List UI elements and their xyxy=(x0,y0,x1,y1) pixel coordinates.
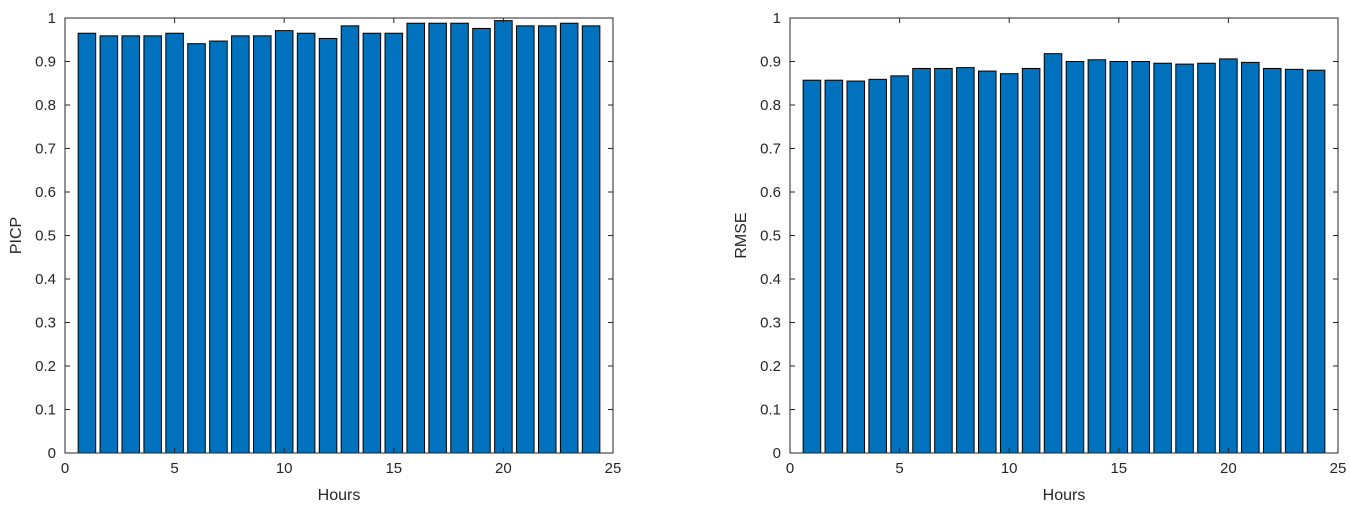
bar-hour-16 xyxy=(406,22,425,454)
bar-hour-16 xyxy=(1131,61,1150,454)
bar-hour-19 xyxy=(1197,62,1216,454)
bar-hour-12 xyxy=(318,37,338,454)
bar-hour-14 xyxy=(1087,59,1107,454)
x-tick-label: 15 xyxy=(385,460,402,477)
y-tick-label: 0.5 xyxy=(760,228,781,245)
bar-hour-20 xyxy=(494,20,513,454)
y-tick-label: 0 xyxy=(773,445,781,462)
bar-hour-8 xyxy=(956,67,975,454)
bar-hour-12 xyxy=(1043,53,1063,454)
x-axis-label: Hours xyxy=(1043,487,1086,504)
y-tick-label: 0.1 xyxy=(760,402,781,419)
y-tick-label: 0.7 xyxy=(760,141,781,158)
x-tick-label: 25 xyxy=(1330,460,1347,477)
x-tick-label: 20 xyxy=(495,460,512,477)
bar-hour-24 xyxy=(581,25,601,454)
y-axis-label: PICP xyxy=(8,217,25,254)
bar-hour-2 xyxy=(99,35,119,454)
x-axis-label: Hours xyxy=(318,487,361,504)
x-tick-label: 5 xyxy=(170,460,178,477)
x-tick-label: 10 xyxy=(1001,460,1018,477)
y-tick-label: 0.2 xyxy=(760,358,781,375)
bar-hour-10 xyxy=(274,30,294,454)
x-tick-label: 20 xyxy=(1220,460,1237,477)
bar-hour-5 xyxy=(890,75,909,454)
x-tick-label: 25 xyxy=(605,460,622,477)
picp-chart: 0 5 10 15 20 25 0 0.1 0.2 0.3 0.4 0.5 0.6 0.7 0.8 0.9 1 H… xyxy=(8,10,621,504)
y-tick-label: 0.3 xyxy=(35,315,56,332)
bar-hour-9 xyxy=(253,35,272,454)
y-tick-label: 0 xyxy=(48,445,56,462)
y-tick-label: 0.7 xyxy=(35,141,56,158)
bar-hour-1 xyxy=(802,79,822,454)
bar-hour-4 xyxy=(868,78,887,454)
bar-hour-20 xyxy=(1219,58,1238,454)
bar-hour-18 xyxy=(450,22,469,454)
bar-hour-19 xyxy=(472,27,491,454)
x-tick-label: 0 xyxy=(786,460,794,477)
x-tick-label: 15 xyxy=(1110,460,1127,477)
x-tick-label: 5 xyxy=(895,460,903,477)
y-tick-label: 0.1 xyxy=(35,402,56,419)
bar-hour-18 xyxy=(1175,63,1194,454)
x-tick-label: 0 xyxy=(61,460,69,477)
bar-hour-15 xyxy=(384,32,404,454)
bar-hour-7 xyxy=(934,67,953,454)
y-tick-label: 0.2 xyxy=(35,358,56,375)
y-tick-label: 0.6 xyxy=(760,184,781,201)
bar-hour-6 xyxy=(187,43,206,454)
bar-hour-21 xyxy=(516,25,535,454)
bar-hour-22 xyxy=(1262,67,1282,454)
bar-hour-10 xyxy=(999,73,1019,454)
bar-hour-17 xyxy=(428,22,447,454)
bar-hour-22 xyxy=(537,25,557,454)
bar-hour-14 xyxy=(362,32,382,454)
y-tick-label: 0.6 xyxy=(35,184,56,201)
rmse-chart: 0 5 10 15 20 25 0 0.1 0.2 0.3 0.4 0.5 0.6 0.7 0.8 0.9 1 H… xyxy=(733,10,1346,504)
bar-hour-4 xyxy=(143,35,162,454)
bar-hour-24 xyxy=(1306,69,1326,454)
bar-hour-13 xyxy=(340,25,360,454)
bar-hour-6 xyxy=(912,67,931,454)
x-tick-label: 10 xyxy=(276,460,293,477)
y-tick-label: 0.9 xyxy=(760,54,781,71)
y-tick-label: 0.9 xyxy=(35,54,56,71)
y-tick-label: 0.5 xyxy=(35,228,56,245)
bar-hour-1 xyxy=(77,32,97,454)
bar-hour-23 xyxy=(1284,68,1304,454)
bar-hour-3 xyxy=(846,80,866,454)
bar-hour-13 xyxy=(1065,61,1085,454)
bar-hour-5 xyxy=(165,32,184,454)
y-tick-label: 0.4 xyxy=(760,271,781,288)
y-tick-label: 0.8 xyxy=(35,97,56,114)
y-axis-label: RMSE xyxy=(733,212,750,258)
y-tick-label: 0.3 xyxy=(760,315,781,332)
bar-hour-9 xyxy=(978,70,997,454)
bar-hour-21 xyxy=(1241,61,1260,454)
y-tick-label: 1 xyxy=(48,10,56,27)
bar-hour-7 xyxy=(209,40,228,454)
bar-hour-2 xyxy=(824,79,844,454)
bar-hour-15 xyxy=(1109,61,1129,454)
y-tick-label: 0.8 xyxy=(760,97,781,114)
bar-hour-23 xyxy=(559,22,579,454)
bar-hour-11 xyxy=(1021,67,1041,454)
bar-hour-8 xyxy=(231,35,250,454)
y-tick-label: 0.4 xyxy=(35,271,56,288)
bar-hour-17 xyxy=(1153,62,1172,454)
bar-hour-3 xyxy=(121,35,141,454)
bar-hour-11 xyxy=(296,32,316,454)
y-tick-label: 1 xyxy=(773,10,781,27)
